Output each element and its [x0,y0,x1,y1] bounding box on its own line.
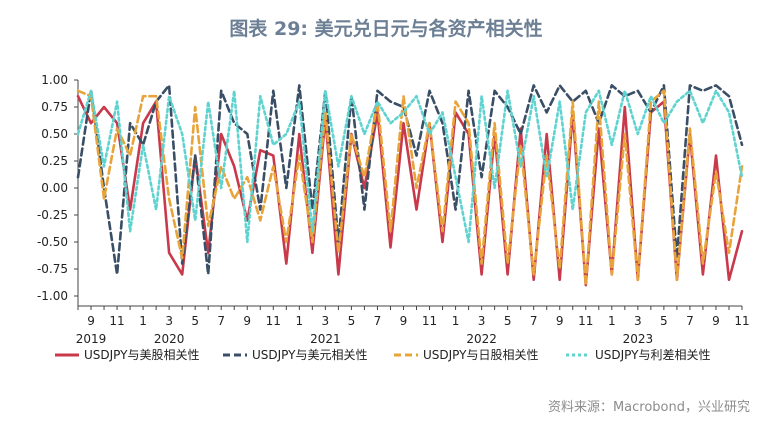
x-tick-label: 1 [139,314,147,328]
x-tick-label: 1 [452,314,460,328]
series-line-2 [76,84,744,276]
x-tick-label: 5 [660,314,668,328]
x-tick-label: 9 [556,314,564,328]
legend-label-3: USDJPY与日股相关性 [423,348,538,362]
x-tick-label: 11 [109,314,124,328]
x-tick-label: 9 [243,314,251,328]
x-tick-label: 1 [296,314,304,328]
year-label: 2022 [466,332,497,346]
x-tick-label: 5 [348,314,356,328]
x-tick-labels: 9 11 1 3 5 7 9 11 1 3 5 7 9 11 1 3 5 7 9 11 1 3 5 7 9 11 [87,314,749,328]
axes [74,79,743,310]
x-tick-label: 11 [266,314,281,328]
y-tick-labels: 1.00 0.75 0.50 0.25 0.00 -0.25 -0.50 -0.75 -1.00 [37,73,68,303]
x-tick-label: 1 [608,314,616,328]
x-tick-label: 3 [634,314,642,328]
x-tick-label: 11 [578,314,593,328]
y-tick-label: -0.50 [37,235,68,249]
x-tick-label: 7 [217,314,225,328]
legend: USDJPY与美股相关性 USDJPY与美元相关性 USDJPY与日股相关性 USDJ… [55,348,710,362]
legend-label-4: USDJPY与利差相关性 [595,348,710,362]
year-label: 2023 [623,332,654,346]
x-tick-label: 11 [422,314,437,328]
legend-label-1: USDJPY与美股相关性 [84,348,199,362]
x-tick-label: 9 [712,314,720,328]
y-tick-label: -1.00 [37,289,68,303]
x-tick-label: 3 [165,314,173,328]
x-tick-label: 11 [734,314,749,328]
chart-title: 图表 29: 美元兑日元与各资产相关性 [229,18,543,40]
y-tick-label: 0.75 [41,100,68,114]
y-tick-label: 0.25 [41,154,68,168]
source-note: 资料来源：Macrobond，兴业研究 [547,400,750,415]
x-tick-label: 7 [530,314,538,328]
year-labels: 2019 2020 2021 2022 2023 [76,332,653,346]
y-tick-label: 0.00 [41,181,68,195]
x-tick-label: 5 [191,314,199,328]
legend-label-2: USDJPY与美元相关性 [252,348,367,362]
x-tick-label: 9 [400,314,408,328]
y-tick-label: -0.75 [37,262,68,276]
x-tick-label: 9 [87,314,95,328]
x-tick-label: 7 [686,314,694,328]
y-tick-label: -0.25 [37,208,68,222]
year-label: 2021 [310,332,341,346]
year-label: 2020 [154,332,185,346]
year-label: 2019 [76,332,107,346]
x-tick-label: 3 [478,314,486,328]
y-tick-label: 1.00 [41,73,68,87]
series-line-4 [76,89,744,244]
x-tick-label: 7 [374,314,382,328]
x-tick-label: 5 [504,314,512,328]
x-tick-label: 3 [322,314,330,328]
series-lines [76,84,744,287]
y-tick-label: 0.50 [41,127,68,141]
